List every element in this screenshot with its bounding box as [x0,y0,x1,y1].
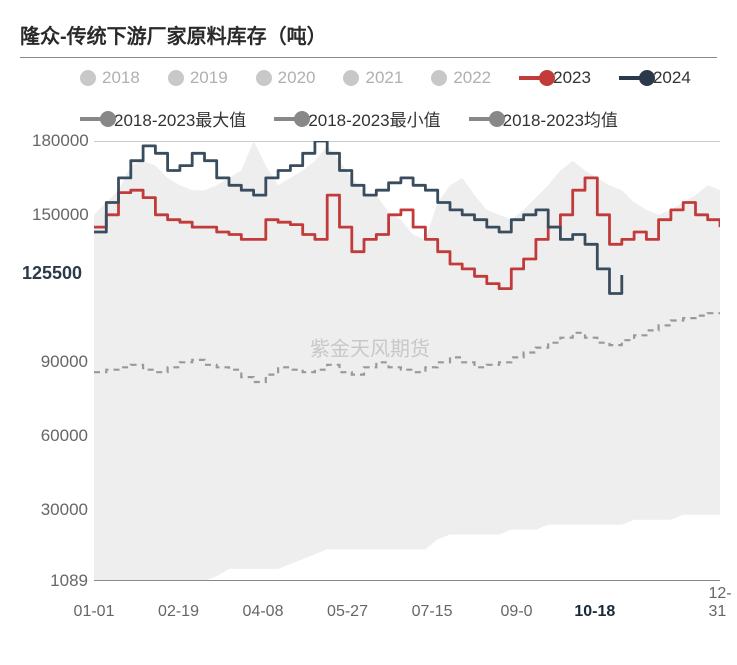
legend-item-2022[interactable]: 2022 [431,68,491,88]
legend-label: 2023 [553,68,591,88]
x-axis-tick-label: 02-19 [158,603,199,621]
y-axis-tick-label: 90000 [32,352,88,372]
legend-item-2021[interactable]: 2021 [343,68,403,88]
x-axis-tick-label: 01-01 [74,603,115,621]
y-axis-tick-label: 60000 [32,426,88,446]
legend-marker [80,70,96,86]
legend-label: 2018-2023均值 [503,106,618,131]
legend-label: 2024 [653,68,691,88]
legend-marker [80,117,108,121]
legend-item-2018[interactable]: 2018 [80,68,140,88]
legend-item-2019[interactable]: 2019 [168,68,228,88]
legend: 2018 2019 2020 2021 2022 2023 2024 2018-2023最大值… [20,68,717,131]
legend-label: 2019 [190,68,228,88]
legend-item-2024[interactable]: 2024 [619,68,691,88]
legend-marker [256,70,272,86]
y-axis-tick-label: 180000 [32,131,88,151]
legend-item-2018-2023最小值[interactable]: 2018-2023最小值 [274,106,440,131]
legend-label: 2018 [102,68,140,88]
legend-item-2018-2023均值[interactable]: 2018-2023均值 [469,106,618,131]
x-axis-tick-label: 09-0 [501,603,533,621]
legend-item-2018-2023最大值[interactable]: 2018-2023最大值 [80,106,246,131]
legend-marker [274,117,302,121]
range-band [94,141,720,581]
legend-item-2020[interactable]: 2020 [256,68,316,88]
legend-label: 2018-2023最大值 [114,106,246,131]
y-axis-tick-label: 30000 [32,500,88,520]
title-divider [20,57,717,58]
legend-marker [431,70,447,86]
x-axis-tick-label: 10-18 [574,603,615,621]
y-axis-tick-label: 1089 [32,571,88,591]
chart-plot [94,141,720,581]
legend-label: 2020 [278,68,316,88]
x-axis-tick-label: 12-31 [708,585,731,621]
legend-marker [619,76,647,80]
legend-marker [469,117,497,121]
x-axis-tick-label: 05-27 [327,603,368,621]
legend-label: 2022 [453,68,491,88]
x-axis-tick-label: 07-15 [412,603,453,621]
legend-marker [519,76,547,80]
chart-area: 1800001500009000060000300001089 125500 0… [20,141,720,621]
legend-marker [168,70,184,86]
y-axis-tick-label: 150000 [32,205,88,225]
y-axis-highlight-label: 125500 [20,263,84,284]
legend-label: 2018-2023最小值 [308,106,440,131]
legend-marker [343,70,359,86]
legend-item-2023[interactable]: 2023 [519,68,591,88]
legend-label: 2021 [365,68,403,88]
chart-title: 隆众-传统下游厂家原料库存（吨） [20,20,717,49]
x-axis-tick-label: 04-08 [243,603,284,621]
